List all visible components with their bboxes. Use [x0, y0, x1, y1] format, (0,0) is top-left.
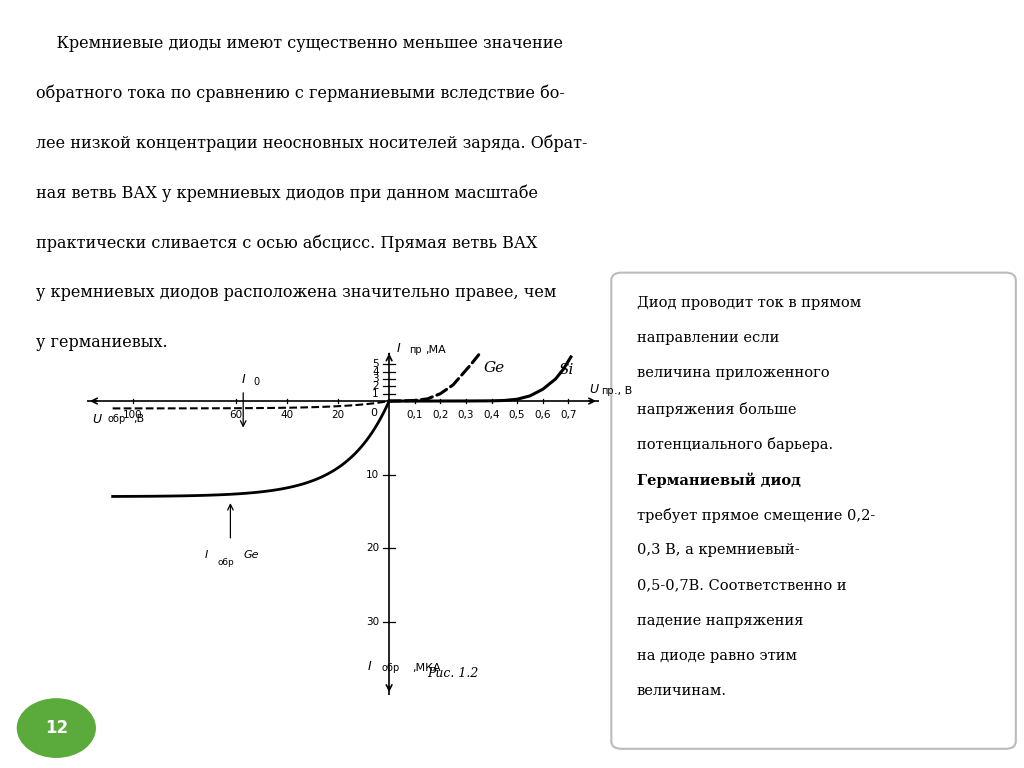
Text: 60: 60: [229, 410, 242, 420]
Text: Ge: Ge: [244, 551, 259, 561]
Text: I: I: [396, 343, 400, 356]
Text: 12: 12: [45, 719, 68, 737]
Text: 0,5-0,7В. Соответственно и: 0,5-0,7В. Соответственно и: [637, 578, 847, 592]
Text: ,В: ,В: [133, 415, 144, 425]
Text: I: I: [368, 660, 371, 673]
Text: у германиевых.: у германиевых.: [36, 334, 168, 351]
Text: I: I: [242, 373, 245, 386]
Text: 2: 2: [373, 382, 379, 392]
FancyBboxPatch shape: [611, 273, 1016, 749]
Text: 0: 0: [371, 409, 377, 419]
Text: 0,5: 0,5: [509, 410, 525, 420]
Text: у кремниевых диодов расположена значительно правее, чем: у кремниевых диодов расположена значител…: [36, 284, 556, 301]
Text: величинам.: величинам.: [637, 684, 727, 698]
Text: 0,7: 0,7: [560, 410, 577, 420]
Text: потенциального барьера.: потенциального барьера.: [637, 437, 834, 452]
Text: 5: 5: [373, 359, 379, 369]
Text: Диод проводит ток в прямом: Диод проводит ток в прямом: [637, 296, 861, 310]
Text: обр: обр: [217, 558, 234, 568]
Text: ,МКА: ,МКА: [412, 663, 440, 673]
Text: Кремниевые диоды имеют существенно меньшее значение: Кремниевые диоды имеют существенно меньш…: [36, 35, 563, 51]
Text: ,МА: ,МА: [425, 346, 445, 356]
Text: 20: 20: [366, 543, 379, 553]
Text: U: U: [92, 413, 101, 426]
Text: величина приложенного: величина приложенного: [637, 366, 829, 380]
Text: 30: 30: [366, 617, 379, 627]
Text: обратного тока по сравнению с германиевыми вследствие бо-: обратного тока по сравнению с германиевы…: [36, 84, 564, 102]
Text: пр: пр: [601, 386, 614, 396]
Text: 1: 1: [373, 389, 379, 399]
Text: 10: 10: [366, 469, 379, 479]
Text: падение напряжения: падение напряжения: [637, 614, 803, 627]
Text: практически сливается с осью абсцисс. Прямая ветвь ВАХ: практически сливается с осью абсцисс. Пр…: [36, 234, 538, 252]
Text: ., В: ., В: [614, 386, 633, 396]
Text: на диоде равно этим: на диоде равно этим: [637, 649, 797, 663]
Text: 0,6: 0,6: [535, 410, 551, 420]
Text: 0,1: 0,1: [407, 410, 423, 420]
Text: 0,2: 0,2: [432, 410, 449, 420]
Text: 3: 3: [373, 374, 379, 384]
Text: 0,3 В, а кремниевый-: 0,3 В, а кремниевый-: [637, 543, 800, 557]
Text: 0,4: 0,4: [483, 410, 500, 420]
Text: 0: 0: [253, 377, 259, 387]
Text: пр: пр: [410, 346, 422, 356]
Text: обр: обр: [381, 663, 399, 673]
Text: обр: обр: [108, 415, 126, 425]
Text: ная ветвь ВАХ у кремниевых диодов при данном масштабе: ная ветвь ВАХ у кремниевых диодов при да…: [36, 184, 538, 202]
Text: 100: 100: [123, 410, 143, 420]
Text: направлении если: направлении если: [637, 331, 779, 345]
Text: 4: 4: [373, 366, 379, 376]
Text: 40: 40: [281, 410, 293, 420]
Text: U: U: [589, 383, 598, 396]
Text: требует прямое смещение 0,2-: требует прямое смещение 0,2-: [637, 508, 876, 523]
Text: Si: Si: [558, 363, 573, 377]
Text: Германиевый диод: Германиевый диод: [637, 472, 801, 488]
Text: 20: 20: [332, 410, 344, 420]
Text: I: I: [205, 551, 208, 561]
Text: 0,3: 0,3: [458, 410, 474, 420]
Text: Рис. 1.2: Рис. 1.2: [427, 667, 479, 680]
Circle shape: [17, 699, 95, 757]
Text: Ge: Ge: [483, 361, 505, 375]
Text: лее низкой концентрации неосновных носителей заряда. Обрат-: лее низкой концентрации неосновных носит…: [36, 134, 588, 152]
Text: напряжения больше: напряжения больше: [637, 402, 797, 417]
